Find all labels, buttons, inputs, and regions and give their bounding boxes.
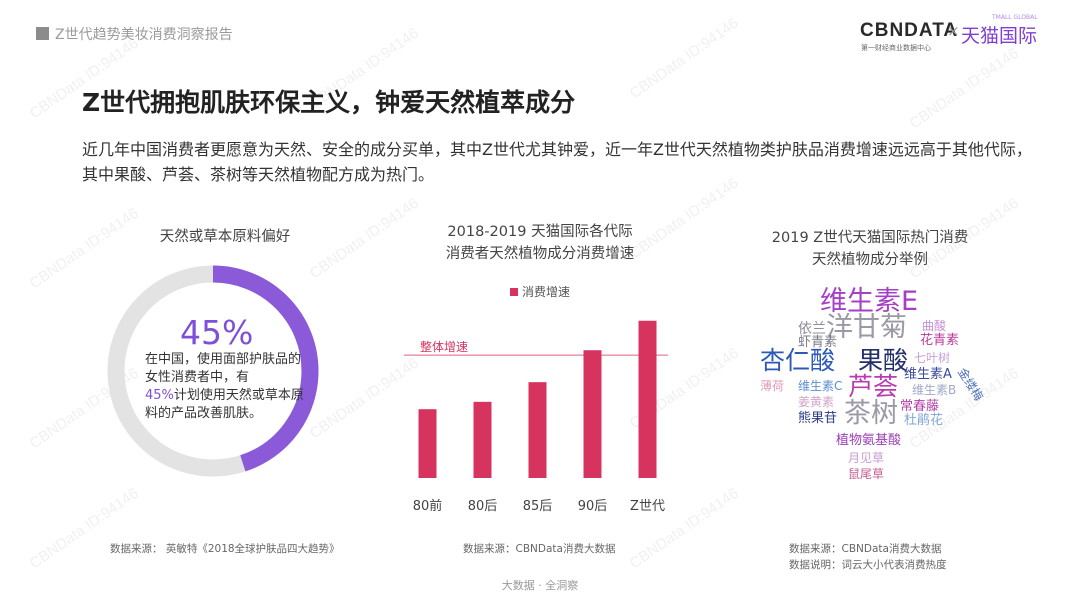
wordcloud-word: 鼠尾草 <box>848 467 885 481</box>
header-square-icon <box>36 27 49 40</box>
watermark-text: CBNData ID:94146 <box>626 14 742 103</box>
report-title: Z世代趋势美妆消费洞察报告 <box>55 27 233 43</box>
x-tick-label: 85后 <box>523 499 553 514</box>
x-tick-label: 80后 <box>468 499 498 514</box>
wordcloud-word: 维生素A <box>904 367 952 382</box>
cbndata-logo-text: CBNDATA <box>860 20 959 41</box>
bar-chart-title-line2: 消费者天然植物成分消费增速 <box>445 246 635 262</box>
donut-slice-natural <box>107 265 319 477</box>
x-tick-label: Z世代 <box>630 499 665 514</box>
legend-label: 消费增速 <box>522 285 570 299</box>
watermark-text: CBNData ID:94146 <box>26 484 142 573</box>
wordcloud-title-line2: 天然植物成分举例 <box>812 252 928 268</box>
wordcloud-word: 维生素B <box>912 383 957 397</box>
wordcloud-word: 洋甘菊 <box>826 312 907 343</box>
wordcloud-word: 依兰 <box>798 321 826 337</box>
watermark-text: CBNData ID:94146 <box>906 44 1022 133</box>
wordcloud-word: 曲酸 <box>922 319 947 333</box>
bar <box>638 320 657 478</box>
wordcloud-word: 常春藤 <box>900 399 940 414</box>
bar <box>418 409 437 478</box>
donut-note-line2: 计划使用天然或草本原料的产品改善肌肤。 <box>145 388 304 421</box>
wordcloud-word: 姜黄素 <box>798 395 835 409</box>
wordcloud-word: 薄荷 <box>760 379 785 393</box>
donut-note-highlight: 45% <box>145 388 174 403</box>
wordcloud: 维生素E 依兰 洋甘菊 曲酸虾青素 花青素杏仁酸 果酸 七叶树 金缕梅 薄荷 维生素C 芦荟 维生素A… <box>740 280 1030 490</box>
x-tick-label: 90后 <box>578 499 608 514</box>
wordcloud-word: 虾青素 <box>798 335 838 350</box>
bar-chart-title: 2018-2019 天猫国际各代际 消费者天然植物成分消费增速 <box>390 221 690 265</box>
donut-note-line1: 在中国，使用面部护肤品的女性消费者中，有 <box>145 352 302 385</box>
wordcloud-title-line1: 2019 Z世代天猫国际热门消费 <box>771 230 969 246</box>
wordcloud-source-line1: 数据来源：CBNData消费大数据 <box>789 543 942 555</box>
wordcloud-word: 月见草 <box>848 451 885 465</box>
donut-note: 在中国，使用面部护肤品的女性消费者中，有 45%计划使用天然或草本原料的产品改善肌… <box>145 351 305 423</box>
cbndata-logo-subtitle: 第一财经商业数据中心 <box>861 44 931 52</box>
wordcloud-word: 维生素E <box>820 286 919 317</box>
wordcloud-source-line2: 数据说明：词云大小代表消费热度 <box>789 559 947 571</box>
bar <box>583 350 602 478</box>
x-tick-label: 80前 <box>413 498 443 514</box>
slide-description: 近几年中国消费者更愿意为天然、安全的成分买单，其中Z世代尤其钟爱，近一年Z世代天… <box>82 140 1032 184</box>
brand-logo: CBNDATA 第一财经商业数据中心 × TMALL GLOBAL 天猫国际 <box>860 14 1050 56</box>
footer-tagline: 大数据 · 全洞察 <box>501 579 579 592</box>
logo-separator: × <box>947 22 960 40</box>
wordcloud-word: 芦荟 <box>848 372 899 401</box>
tmall-global-logo-en: TMALL GLOBAL <box>992 14 1038 21</box>
donut-chart <box>107 265 319 477</box>
legend-swatch <box>510 288 518 296</box>
wordcloud-word: 植物氨基酸 <box>836 433 902 448</box>
wordcloud-word: 熊果苷 <box>798 411 838 426</box>
donut-percent-label: 45% <box>180 313 254 352</box>
wordcloud-title: 2019 Z世代天猫国际热门消费 天然植物成分举例 <box>730 227 1010 271</box>
donut-chart-title: 天然或草本原料偏好 <box>159 229 291 245</box>
bar <box>473 401 492 478</box>
slide-title: Z世代拥抱肌肤环保主义，钟爱天然植萃成分 <box>82 88 576 117</box>
wordcloud-word: 金缕梅 <box>954 365 986 404</box>
wordcloud-word: 杏仁酸 <box>760 346 836 375</box>
wordcloud-word: 茶树 <box>844 398 898 429</box>
wordcloud-word: 杜鹃花 <box>904 413 944 428</box>
tmall-global-logo: 天猫国际 <box>961 25 1038 47</box>
wordcloud-word: 七叶树 <box>914 351 951 365</box>
reference-line-label: 整体增速 <box>420 339 468 354</box>
donut-source: 数据来源： 英敏特《2018全球护肤品四大趋势》 <box>110 543 340 555</box>
bar <box>528 382 547 478</box>
wordcloud-word: 维生素C <box>798 379 843 393</box>
wordcloud-source: 数据来源：CBNData消费大数据 数据说明：词云大小代表消费热度 <box>789 541 947 573</box>
wordcloud-word: 花青素 <box>920 333 960 348</box>
wordcloud-word: 果酸 <box>858 346 909 375</box>
bar-chart-source: 数据来源：CBNData消费大数据 <box>463 543 616 555</box>
bar-chart-title-line1: 2018-2019 天猫国际各代际 <box>447 224 633 240</box>
